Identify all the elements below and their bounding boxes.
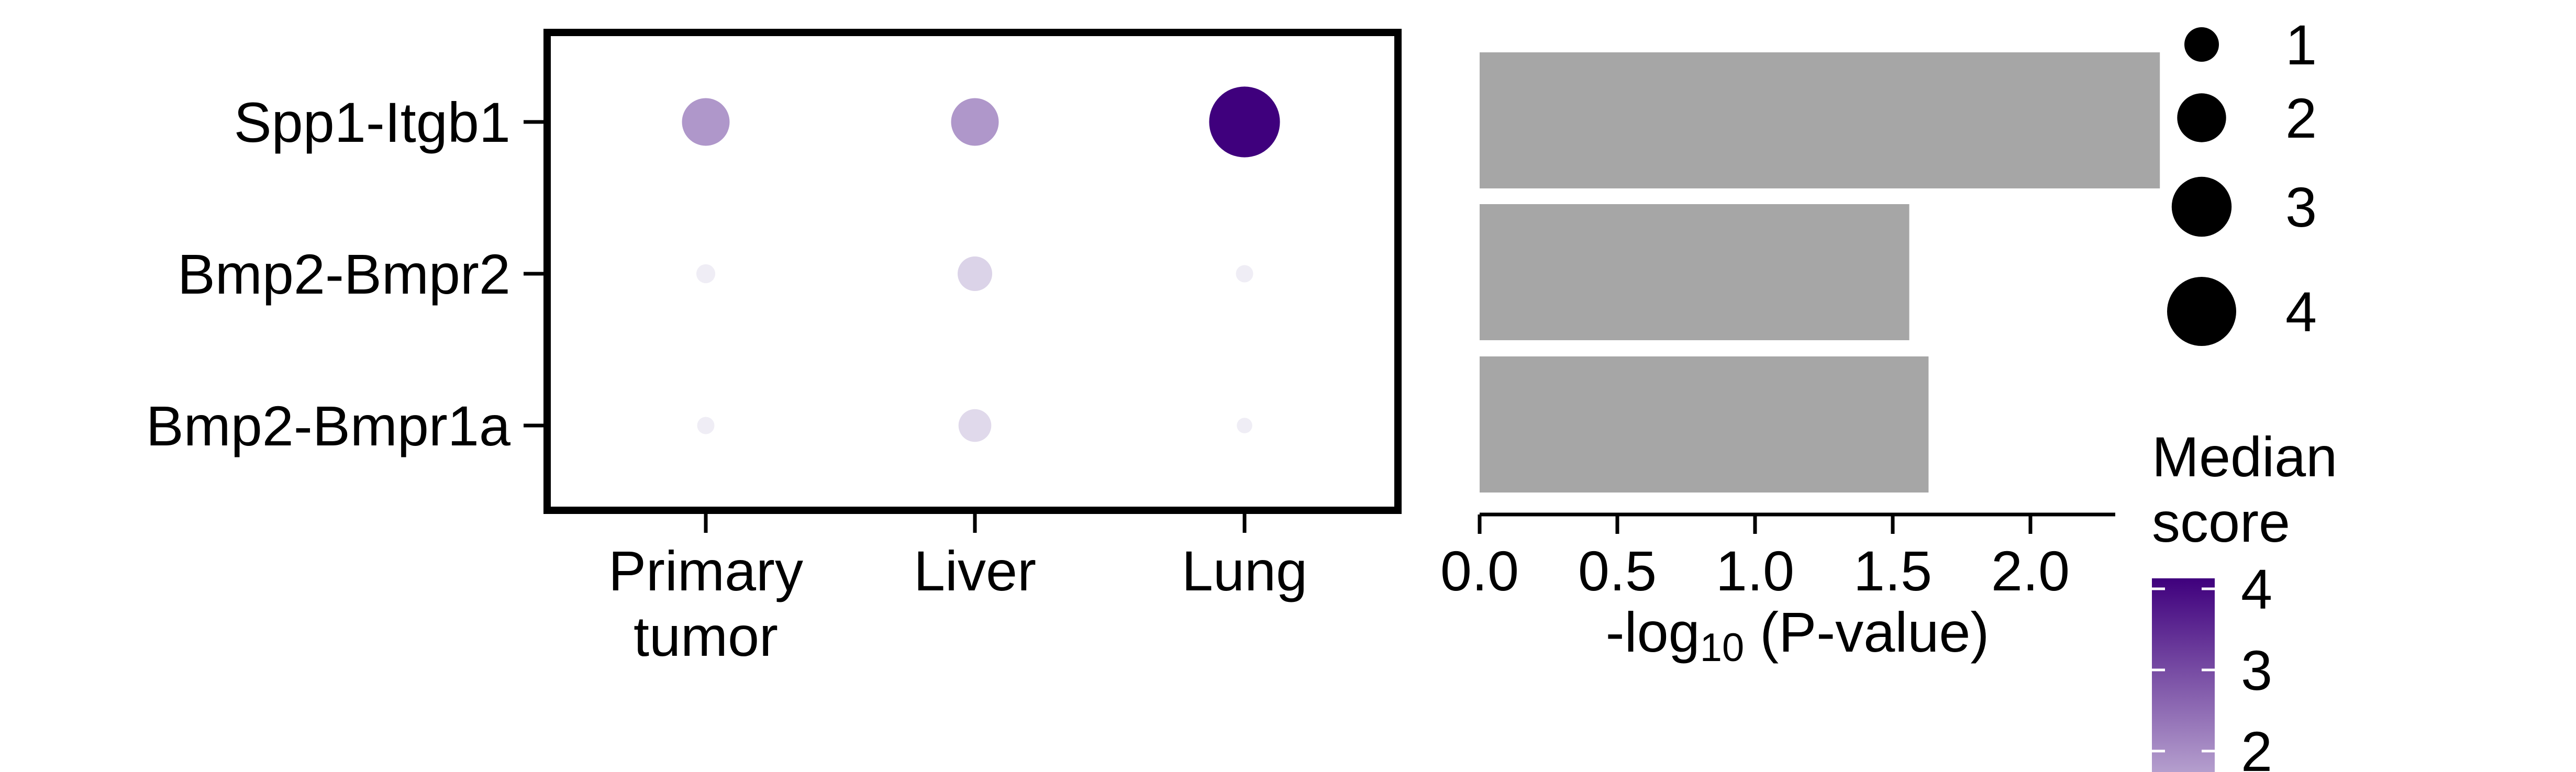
size-legend-label-3: 3 xyxy=(2285,175,2317,239)
dot-bmp2-bmpr2-liver xyxy=(958,256,992,291)
size-legend-dot-1 xyxy=(2184,27,2219,62)
size-legend-dot-4 xyxy=(2167,277,2236,346)
dot-spp1-itgb1-liver xyxy=(951,98,999,146)
bar-x-tick-label: 1.0 xyxy=(1716,539,1794,602)
colorbar-label-2: 2 xyxy=(2241,720,2272,772)
color-legend-title-line: Median xyxy=(2152,425,2337,488)
dot-bmp2-bmpr2-primary-tumor xyxy=(696,264,716,284)
dot-plot-frame xyxy=(543,29,1402,514)
dot-x-label-line: tumor xyxy=(634,605,778,668)
dot-plot-points xyxy=(682,86,1280,442)
colorbar-label-4: 4 xyxy=(2241,557,2272,621)
bar-chart-panel: 0.0 0.5 1.0 1.5 2.0 -log10 (P-value) xyxy=(1440,52,2160,670)
dot-bmp2-bmpr1a-primary-tumor xyxy=(697,417,715,434)
dot-plot-y-ticks xyxy=(524,120,543,428)
color-legend-title: Median score xyxy=(2152,425,2337,554)
dot-bmp2-bmpr2-lung xyxy=(1236,265,1253,283)
dot-plot-x-ticks xyxy=(704,514,1247,533)
dot-x-label-primary-tumor: Primary tumor xyxy=(608,539,803,668)
bar-chart-x-ticks xyxy=(1478,514,2033,534)
colorbar-tick-labels: 4 3 2 xyxy=(2241,557,2272,772)
x-title-subscript: 10 xyxy=(1700,625,1745,670)
dot-spp1-itgb1-lung xyxy=(1209,86,1280,158)
dot-y-label-spp1-itgb1: Spp1-Itgb1 xyxy=(234,91,510,154)
bar-bmp2-bmpr1a xyxy=(1480,356,1929,493)
dot-plot-x-tick-labels: Primary tumor Liver Lung xyxy=(608,539,1307,668)
size-legend-dot-3 xyxy=(2171,176,2232,237)
dot-y-label-bmp2-bmpr1a: Bmp2-Bmpr1a xyxy=(146,394,511,457)
size-legend-label-1: 1 xyxy=(2285,13,2317,76)
dot-spp1-itgb1-primary-tumor xyxy=(682,98,730,146)
size-legend-label-2: 2 xyxy=(2285,86,2317,150)
colorbar xyxy=(2152,578,2215,772)
size-legend: 1 2 3 4 xyxy=(2167,13,2317,346)
bar-spp1-itgb1 xyxy=(1480,52,2160,188)
size-legend-label-4: 4 xyxy=(2285,280,2317,343)
bar-chart-x-axis-title: -log10 (P-value) xyxy=(1606,600,1990,670)
bar-x-tick-label: 0.5 xyxy=(1578,539,1657,602)
bar-bmp2-bmpr2 xyxy=(1480,204,1909,340)
dot-x-label-line: Lung xyxy=(1182,539,1307,602)
bar-chart-bars xyxy=(1480,52,2160,493)
dot-x-label-liver: Liver xyxy=(914,539,1036,602)
x-title-suffix: (P-value) xyxy=(1744,600,1989,664)
color-legend-title-line: score xyxy=(2152,490,2290,554)
dot-x-label-line: Primary xyxy=(608,539,803,602)
dot-plot-y-tick-labels: Spp1-Itgb1 Bmp2-Bmpr2 Bmp2-Bmpr1a xyxy=(146,91,511,457)
dot-x-label-line: Liver xyxy=(914,539,1036,602)
colorbar-ticks xyxy=(2152,587,2215,753)
dot-bmp2-bmpr1a-lung xyxy=(1237,418,1252,433)
dot-y-label-bmp2-bmpr2: Bmp2-Bmpr2 xyxy=(177,242,510,306)
x-title-prefix: -log xyxy=(1606,600,1700,664)
bar-x-tick-label: 2.0 xyxy=(1991,539,2070,602)
dot-plot-panel: Spp1-Itgb1 Bmp2-Bmpr2 Bmp2-Bmpr1a Primary t… xyxy=(146,29,1402,668)
colorbar-label-3: 3 xyxy=(2241,639,2272,702)
bar-x-tick-label: 0.0 xyxy=(1440,539,1519,602)
color-legend: Median score 4 3 2 xyxy=(2152,425,2337,772)
dot-x-label-lung: Lung xyxy=(1182,539,1307,602)
bar-chart-x-tick-labels: 0.0 0.5 1.0 1.5 2.0 xyxy=(1440,539,2070,602)
bar-x-tick-label: 1.5 xyxy=(1853,539,1932,602)
dot-bmp2-bmpr1a-liver xyxy=(958,409,992,442)
size-legend-dot-2 xyxy=(2177,93,2226,142)
